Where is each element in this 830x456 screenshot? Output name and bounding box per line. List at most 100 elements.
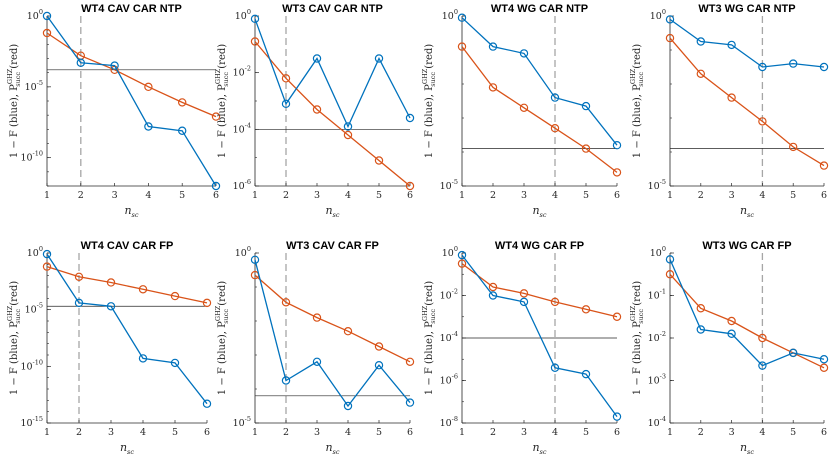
x-tick-label: 2 [490, 190, 496, 201]
y-axis-label-sub: succ [637, 72, 645, 87]
y-tick-exponent: -5 [660, 178, 666, 186]
data-point-blue [727, 329, 736, 338]
x-tick-label: 2 [490, 427, 496, 438]
subplot-title: WT4 WG CAR NTP [491, 3, 588, 15]
x-tick-label: 1 [44, 190, 50, 201]
y-axis-label: 1 − F (blue), PGHZsucc (red) [629, 44, 645, 158]
data-point-blue [727, 40, 736, 50]
y-tick-base: 10 [233, 181, 245, 192]
data-point-blue [789, 59, 798, 68]
x-tick-label: 6 [614, 427, 620, 438]
data-point-red [343, 130, 353, 140]
y-axis-label-main: 1 − F (blue), P [632, 84, 643, 158]
data-point-red [819, 363, 829, 372]
data-point-blue [696, 37, 706, 46]
data-point-red [281, 74, 291, 83]
subplot-8: WT3 WG CAR FP1 2 3 4 5 610010-110-210-310-4ns… [629, 240, 829, 456]
x-tick-label: 6 [407, 427, 413, 438]
y-tick-label: 10-4 [440, 330, 458, 344]
data-point-red [202, 298, 212, 308]
data-point-red [42, 28, 52, 38]
data-point-blue [312, 357, 322, 366]
y-tick-label: 10-5 [233, 415, 251, 429]
y-tick-base: 10 [235, 248, 247, 259]
y-axis-label-tail: (red) [632, 44, 643, 72]
data-point-red [374, 342, 384, 351]
x-axis-label-sub: sc [333, 448, 340, 456]
y-tick-base: 10 [20, 418, 32, 429]
y-tick-base: 10 [440, 291, 452, 302]
data-point-red [758, 333, 767, 343]
y-tick-base: 10 [20, 153, 32, 164]
data-point-red [312, 313, 322, 322]
y-axis-label-main: 1 − F (blue), P [424, 321, 435, 395]
data-point-blue [281, 99, 291, 109]
x-axis-label-sub: sc [540, 448, 547, 456]
data-point-red [405, 181, 415, 191]
data-point-blue [488, 291, 498, 300]
data-point-blue [819, 355, 829, 364]
x-tick-label: 1 [667, 427, 673, 438]
y-axis-label-main: 1 − F (blue), P [632, 321, 643, 395]
y-axis-label-sup: GHZ [214, 68, 222, 84]
y-tick-exponent: -10 [33, 358, 43, 366]
x-tick-label: 4 [552, 190, 558, 201]
y-tick-label: 10-2 [440, 288, 458, 302]
y-tick-exponent: -2 [245, 65, 251, 73]
x-tick-label: 1 [667, 190, 673, 201]
y-tick-exponent: -10 [33, 150, 43, 158]
data-point-red [758, 117, 767, 126]
x-axis-label-main: n [325, 441, 332, 454]
subplot-title: WT4 CAV CAR NTP [81, 3, 182, 15]
y-tick-base: 10 [233, 124, 245, 135]
x-tick-label: 5 [790, 190, 796, 201]
x-axis-label: nsc [740, 441, 754, 456]
y-tick-label: 10-5 [25, 79, 43, 93]
data-point-blue [281, 376, 291, 385]
y-tick-label: 10-5 [440, 178, 458, 192]
y-tick-exponent: 0 [247, 245, 251, 253]
subplot-7: WT4 WG CAR FP1 2 3 4 5 610010-210-410-610-8ns… [421, 240, 622, 456]
y-tick-exponent: -15 [33, 415, 43, 423]
series-line-red [669, 273, 825, 369]
x-axis-label: nsc [740, 204, 754, 219]
y-tick-label: 100 [235, 245, 251, 259]
data-point-blue [374, 361, 384, 370]
data-point-blue [519, 49, 529, 58]
x-tick-label: 3 [521, 427, 527, 438]
subplot-title: WT3 CAV CAR NTP [282, 3, 383, 15]
data-point-red [819, 161, 829, 170]
y-tick-exponent: -4 [452, 330, 458, 338]
y-axis-label: 1 − F (blue), PGHZsucc (red) [6, 44, 22, 158]
data-point-red [612, 312, 622, 321]
data-point-blue [106, 302, 116, 311]
data-point-blue [343, 401, 353, 411]
y-tick-exponent: -6 [245, 178, 251, 186]
y-axis-label-tail: (red) [632, 281, 643, 309]
y-tick-label: 100 [442, 245, 458, 259]
series-line-red [46, 265, 208, 304]
y-tick-base: 10 [648, 376, 660, 387]
x-tick-label: 1 [44, 427, 50, 438]
y-axis-label-sup: GHZ [421, 68, 429, 84]
x-tick-label: 4 [552, 427, 558, 438]
y-axis-label-sup: GHZ [6, 305, 14, 321]
y-axis-label-main: 1 − F (blue), P [217, 321, 228, 395]
x-axis-label-main: n [325, 204, 332, 217]
x-tick-label: 5 [583, 427, 589, 438]
x-tick-label: 1 [459, 427, 465, 438]
x-tick-label: 5 [376, 427, 382, 438]
y-axis-label: 1 − F (blue), PGHZsucc (red) [421, 44, 437, 158]
data-point-blue [581, 369, 591, 379]
y-axis-label-main: 1 − F (blue), P [9, 321, 20, 395]
x-tick-label: 3 [521, 190, 527, 201]
y-tick-label: 10-10 [20, 358, 43, 372]
y-tick-base: 10 [27, 248, 39, 259]
y-axis-label-main: 1 − F (blue), P [9, 84, 20, 158]
data-point-red [343, 327, 353, 336]
y-tick-exponent: -4 [660, 415, 666, 423]
data-point-red [250, 37, 260, 46]
y-tick-label: 10-8 [440, 415, 458, 429]
series-line-blue [461, 254, 618, 417]
